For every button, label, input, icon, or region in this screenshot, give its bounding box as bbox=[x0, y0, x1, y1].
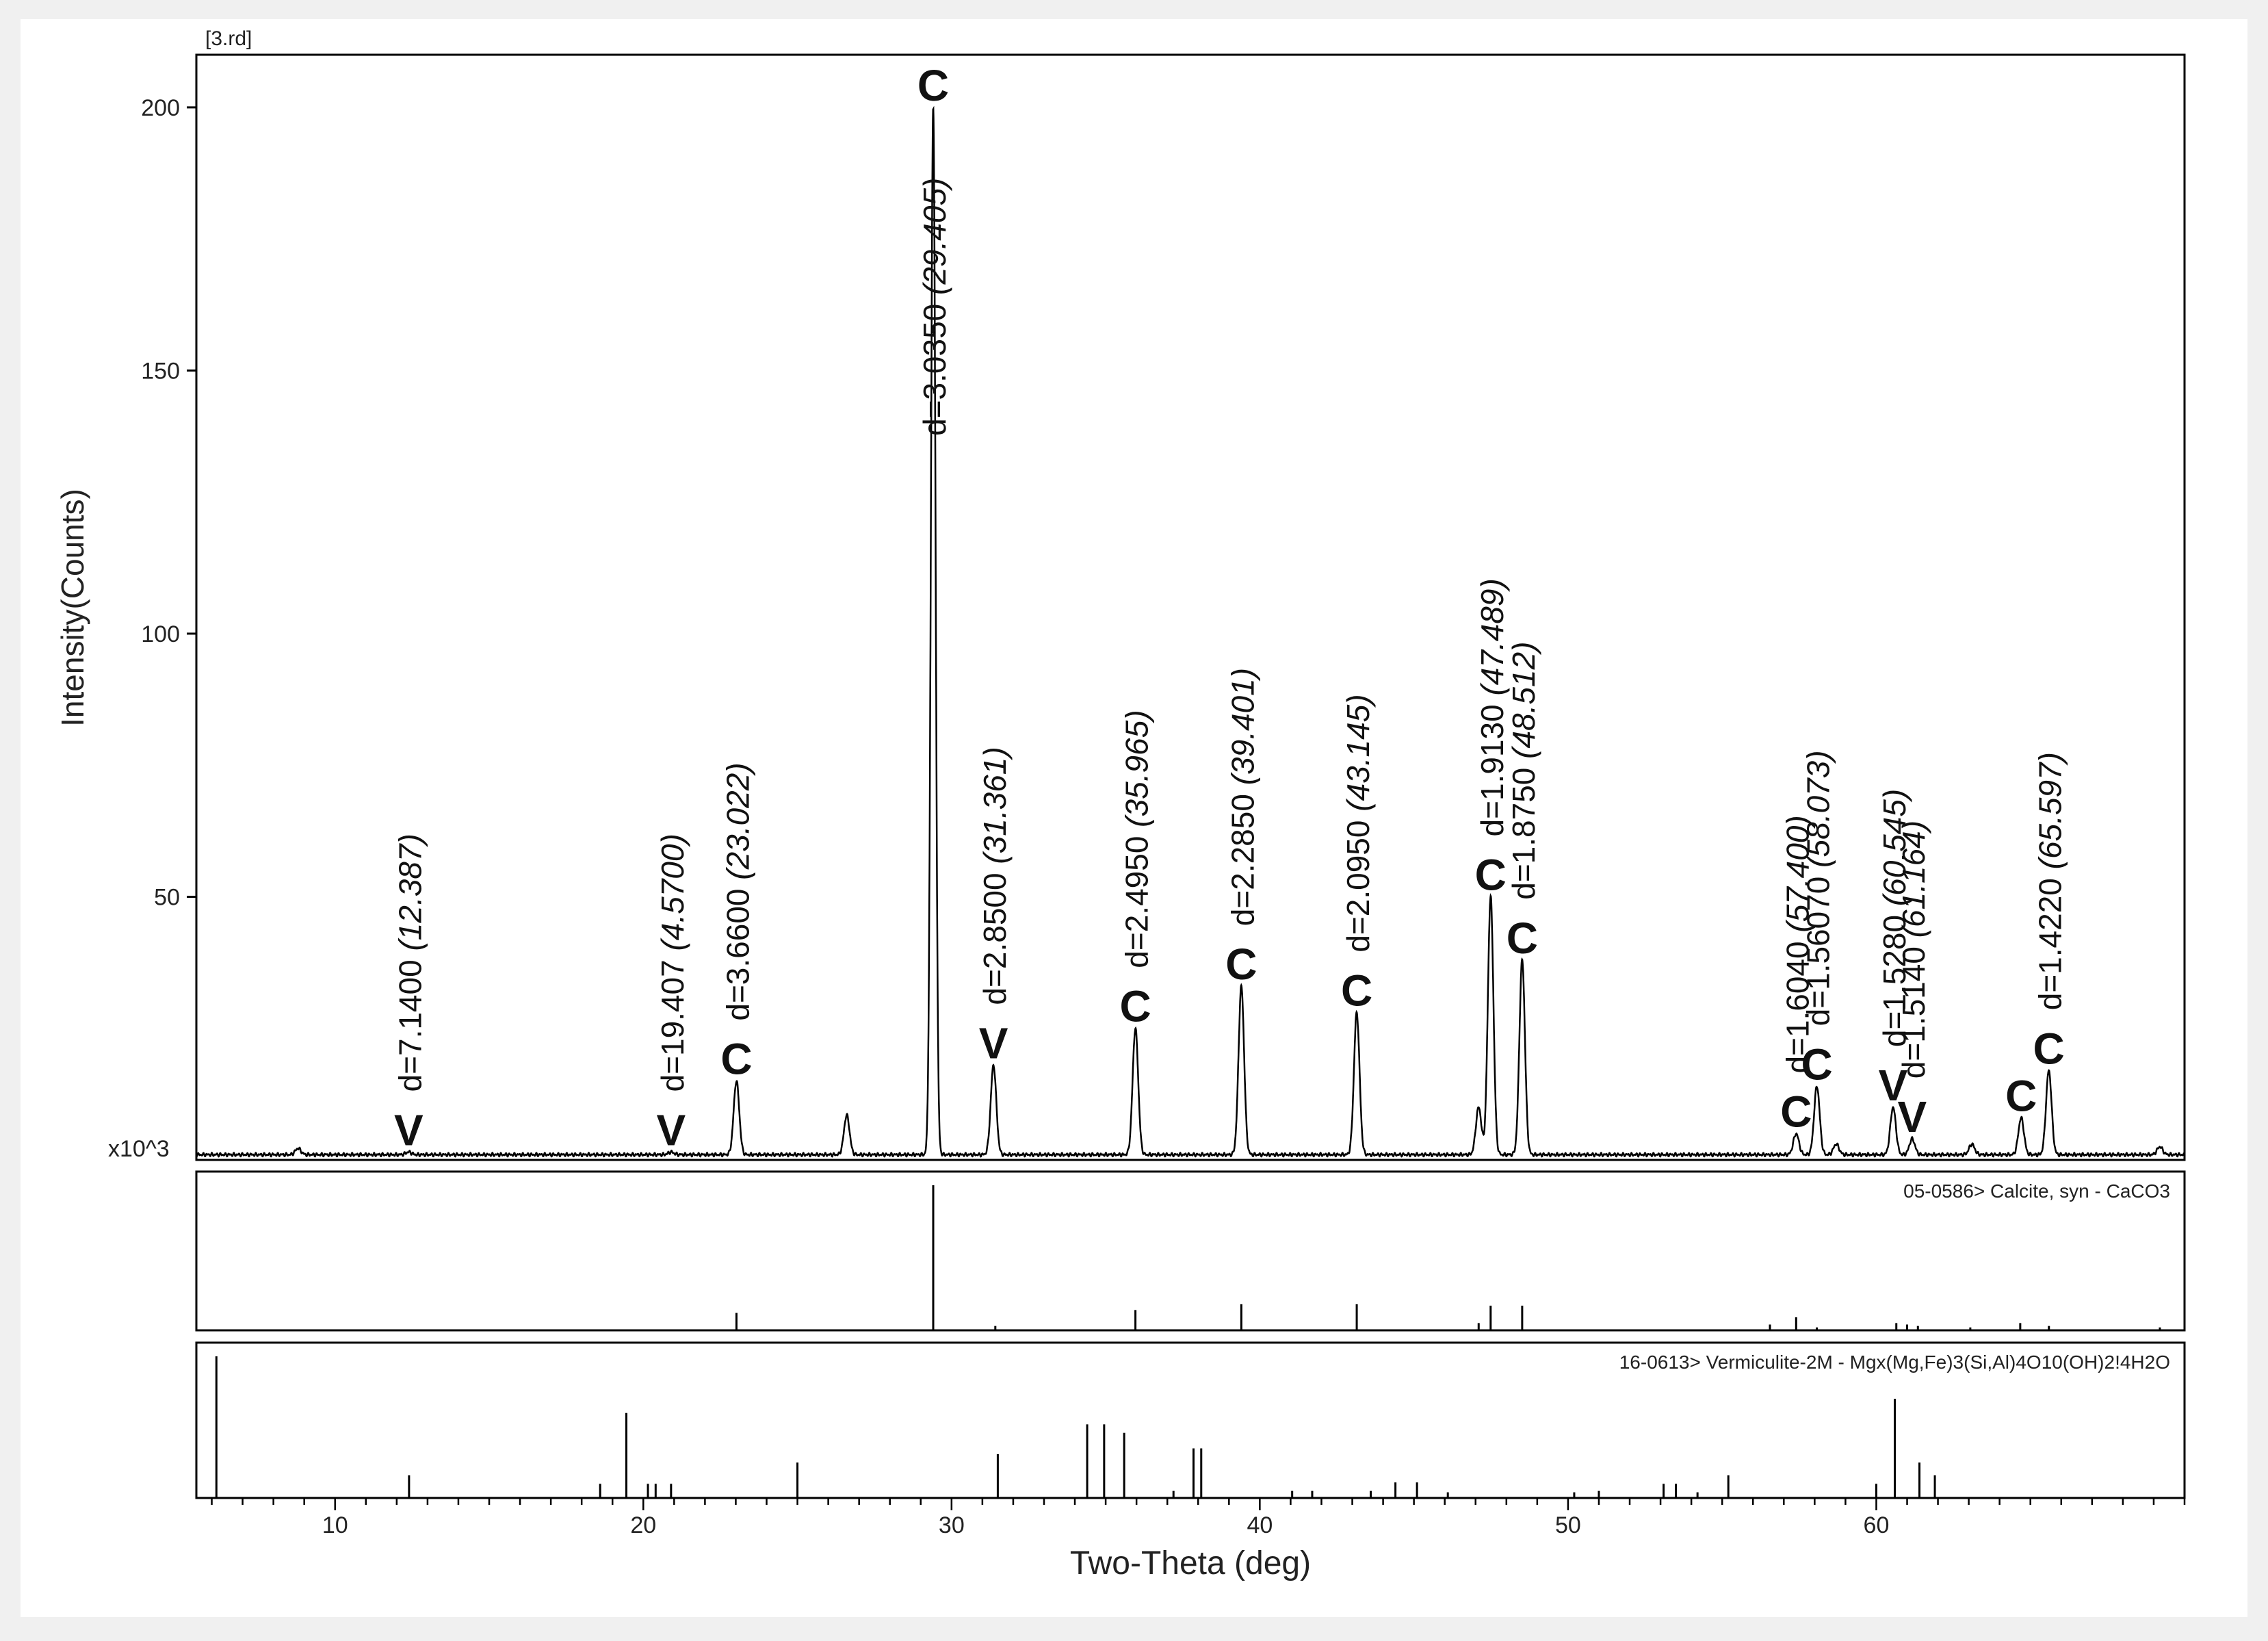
phase-marker: V bbox=[394, 1105, 423, 1154]
x-axis: 10 20 30 40 50 60 bbox=[211, 1498, 2186, 1538]
phase-marker: C bbox=[1119, 982, 1151, 1031]
calcite-sticks bbox=[735, 1185, 2161, 1330]
vermiculite-reference-title: 16-0613> Vermiculite-2M - Mgx(Mg,Fe)3(Si… bbox=[1619, 1352, 2170, 1373]
peak-d-spacing-label: d=2.4950 (35.965) bbox=[1119, 710, 1155, 968]
peak-d-spacing-label: d=1.5280 (60.545) bbox=[1877, 789, 1912, 1047]
x-tick-label: 60 bbox=[1864, 1512, 1890, 1538]
phase-marker: C bbox=[917, 61, 949, 110]
x-tick-label: 10 bbox=[322, 1512, 348, 1538]
phase-marker: V bbox=[979, 1019, 1008, 1068]
phase-marker: C bbox=[1475, 850, 1507, 899]
y-tick-label: 100 bbox=[141, 621, 180, 647]
phase-marker: C bbox=[1507, 914, 1538, 963]
phase-marker: C bbox=[1225, 940, 1257, 989]
y-axis: 50 100 150 200 bbox=[141, 95, 196, 910]
x-tick-label: 20 bbox=[630, 1512, 656, 1538]
calcite-reference-panel bbox=[195, 1170, 2186, 1332]
x-tick-label: 40 bbox=[1247, 1512, 1273, 1538]
y-axis-title: Intensity(Counts) bbox=[55, 489, 90, 727]
x-tick-label: 50 bbox=[1555, 1512, 1581, 1538]
pattern-plot bbox=[195, 105, 2186, 1158]
phase-marker: V bbox=[1879, 1061, 1908, 1110]
phase-marker: C bbox=[1341, 966, 1372, 1016]
pattern-line bbox=[195, 105, 2186, 1158]
phase-marker: V bbox=[656, 1105, 686, 1154]
peak-d-spacing-label: d=1.9130 (47.489) bbox=[1474, 578, 1510, 836]
phase-marker: C bbox=[2005, 1071, 2037, 1120]
phase-marker: C bbox=[720, 1035, 752, 1084]
peak-d-spacing-label: d=1.5140 (61.164) bbox=[1896, 820, 1931, 1078]
peak-d-spacing-label: d=2.2850 (39.401) bbox=[1225, 668, 1260, 926]
peak-d-spacing-label: d=19.407 (4.5700) bbox=[655, 834, 690, 1091]
peak-d-spacing-label: d=1.4220 (65.597) bbox=[2033, 752, 2068, 1010]
y-multiplier: x10^3 bbox=[108, 1136, 170, 1162]
x-tick-label: 30 bbox=[939, 1512, 965, 1538]
vermiculite-sticks bbox=[215, 1356, 1936, 1498]
peak-d-spacing-label: d=2.0950 (43.145) bbox=[1340, 694, 1376, 952]
phase-marker: C bbox=[1780, 1087, 1812, 1137]
peak-d-spacing-label: d=1.6040 (57.400) bbox=[1780, 815, 1815, 1073]
peak-d-spacing-label: d=7.1400 (12.387) bbox=[392, 834, 428, 1091]
peak-labels: Vd=7.1400 (12.387) Vd=19.407 (4.5700) Cd=3… bbox=[392, 61, 2068, 1155]
vermiculite-reference-panel bbox=[195, 1341, 2186, 1499]
pattern-panel bbox=[195, 53, 2186, 1161]
y-tick-label: 200 bbox=[141, 95, 180, 121]
peak-d-spacing-label: d=1.56070 (58.073) bbox=[1801, 750, 1836, 1026]
calcite-reference-title: 05-0586> Calcite, syn - CaCO3 bbox=[1903, 1180, 2170, 1202]
peak-d-spacing-label: d=1.8750 (48.512) bbox=[1506, 641, 1541, 899]
phase-marker: C bbox=[2033, 1024, 2065, 1073]
peak-d-spacing-label: d=3.6600 (23.022) bbox=[720, 762, 755, 1020]
y-tick-label: 150 bbox=[141, 358, 180, 384]
peak-d-spacing-label: d=3.0350 (29.405) bbox=[917, 178, 952, 436]
phase-marker: C bbox=[1801, 1039, 1833, 1089]
x-axis-title: Two-Theta (deg) bbox=[1070, 1545, 1311, 1581]
file-title: [3.rd] bbox=[205, 27, 252, 50]
phase-marker: V bbox=[1898, 1092, 1927, 1141]
peak-d-spacing-label: d=2.8500 (31.361) bbox=[977, 747, 1013, 1005]
y-tick-label: 50 bbox=[154, 884, 180, 910]
